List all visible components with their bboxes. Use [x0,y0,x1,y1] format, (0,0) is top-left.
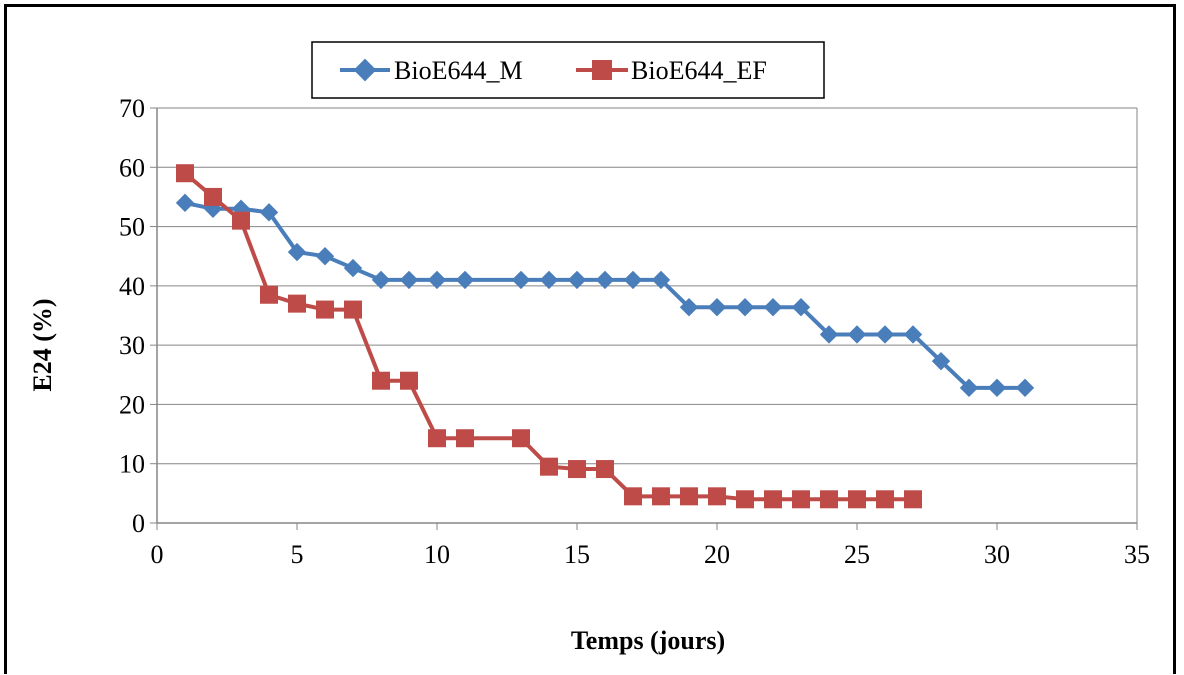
y-tick-label: 60 [119,153,145,182]
data-point-bioe644-m [679,298,699,317]
data-point-bioe644-m [539,270,559,290]
data-point-bioe644-m [763,298,783,317]
gridlines [157,107,1137,465]
data-point-bioe644-m [707,298,727,317]
data-point-bioe644-m [399,270,419,290]
data-point-bioe644-ef [372,371,390,390]
data-point-bioe644-ef [652,487,670,506]
x-tick-labels: 0 5 10 15 20 25 30 35 [151,540,1151,569]
data-point-bioe644-ef [848,490,866,509]
data-point-bioe644-m [175,193,195,213]
data-point-bioe644-m [259,203,279,222]
data-point-bioe644-ef [400,371,418,390]
y-tick-label: 40 [119,272,145,301]
data-point-bioe644-m [651,270,671,290]
data-point-bioe644-m [511,270,531,290]
data-point-bioe644-m [875,325,895,344]
series-layer [175,164,1035,509]
series-bioe644-ef [176,164,922,509]
data-point-bioe644-m [819,325,839,344]
x-tick-label: 5 [291,540,304,569]
legend-label-bioe644-ef: BioE644_EF [631,56,767,85]
data-point-bioe644-ef [232,211,250,230]
legend-marker-bioe644-ef [592,60,612,80]
data-point-bioe644-ef [820,490,838,509]
y-tick-label: 10 [119,450,145,479]
y-tick-label: 20 [119,390,145,419]
x-tick-label: 0 [151,540,164,569]
data-point-bioe644-ef [904,490,922,509]
data-point-bioe644-m [315,247,335,266]
data-point-bioe644-m [595,270,615,290]
legend-box [311,41,825,99]
legend: BioE644_M BioE644_EF [311,41,825,99]
x-tick-label: 35 [1124,540,1150,569]
y-tick-label: 0 [132,509,145,538]
data-point-bioe644-m [959,378,979,398]
data-point-bioe644-ef [876,490,894,509]
data-point-bioe644-m [623,270,643,290]
data-point-bioe644-ef [596,460,614,479]
data-point-bioe644-ef [288,294,306,313]
data-point-bioe644-m [735,298,755,317]
legend-label-bioe644-m: BioE644_M [394,56,523,85]
data-point-bioe644-m [343,258,363,278]
x-tick-label: 25 [844,540,870,569]
axes [150,107,1138,530]
y-tick-label: 30 [119,331,145,360]
chart-frame [4,4,1176,674]
data-point-bioe644-ef [428,429,446,448]
data-point-bioe644-ef [736,490,754,509]
legend-item-bioe644-ef: BioE644_EF [576,56,767,85]
data-point-bioe644-m [791,298,811,317]
x-tick-label: 10 [424,540,450,569]
data-point-bioe644-ef [792,490,810,509]
data-point-bioe644-m [847,325,867,344]
series-line-bioe644-ef [183,171,913,502]
x-tick-label: 15 [564,540,590,569]
data-point-bioe644-ef [456,429,474,448]
series-line-bioe644-m [184,200,1025,390]
x-tick-label: 20 [704,540,730,569]
data-point-bioe644-ef [344,300,362,319]
data-point-bioe644-ef [260,285,278,304]
data-point-bioe644-m [567,270,587,290]
y-tick-labels: 0 10 20 30 40 50 60 70 [119,94,145,538]
series-bioe644-m [175,193,1035,398]
data-point-bioe644-ef [624,487,642,506]
data-point-bioe644-ef [204,187,222,206]
data-point-bioe644-m [987,378,1007,398]
data-point-bioe644-ef [708,487,726,506]
data-point-bioe644-ef [764,490,782,509]
data-point-bioe644-ef [568,460,586,479]
data-point-bioe644-m [931,351,951,371]
x-axis-title: Temps (jours) [571,626,725,655]
data-point-bioe644-m [455,270,475,290]
data-point-bioe644-m [371,270,391,290]
data-point-bioe644-m [1015,378,1035,398]
y-axis-title: E24 (%) [28,298,57,391]
y-tick-label: 50 [119,213,145,242]
data-point-bioe644-ef [680,487,698,506]
data-point-bioe644-ef [512,429,530,448]
y-tick-label: 70 [119,94,145,123]
data-point-bioe644-ef [176,164,194,183]
data-point-bioe644-m [427,270,447,290]
data-point-bioe644-ef [316,300,334,319]
x-tick-label: 30 [984,540,1010,569]
data-point-bioe644-ef [540,457,558,476]
data-point-bioe644-m [903,325,923,344]
